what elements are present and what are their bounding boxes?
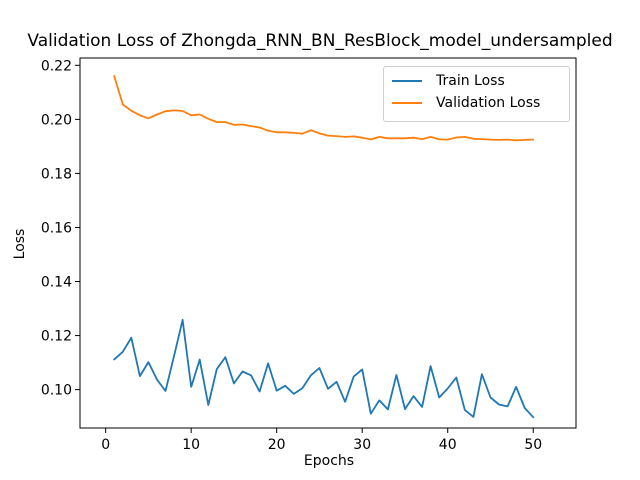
legend-label-train: Train Loss	[436, 73, 505, 89]
y-tick-label: 0.16	[41, 220, 72, 236]
x-tick-label: 50	[524, 437, 542, 453]
y-tick-label: 0.12	[41, 329, 72, 345]
y-tick-label: 0.18	[41, 166, 72, 182]
series-line-validation-loss	[113, 75, 535, 142]
y-axis-ticks: 0.10 0.12 0.14 0.16 0.18 0.20 0.22	[41, 58, 80, 399]
legend-item-validation-loss: Validation Loss	[392, 93, 540, 113]
y-axis-label: Loss	[12, 228, 28, 260]
title-container: Validation Loss of Zhongda_RNN_BN_ResBlo…	[0, 0, 640, 60]
legend-item-train-loss: Train Loss	[392, 71, 505, 91]
x-tick-label: 10	[182, 437, 200, 453]
y-tick-label: 0.10	[41, 383, 72, 399]
x-tick-label: 30	[353, 437, 371, 453]
y-tick-label: 0.14	[41, 275, 72, 291]
series-line-train-loss	[113, 318, 535, 419]
x-tick-label: 0	[101, 437, 110, 453]
x-tick-label: 40	[439, 437, 457, 453]
y-tick-label: 0.20	[41, 112, 72, 128]
chart-title: Validation Loss of Zhongda_RNN_BN_ResBlo…	[27, 31, 613, 51]
plot-area-frame	[79, 57, 577, 429]
y-tick-label: 0.22	[41, 58, 72, 74]
legend-swatch-train	[392, 80, 422, 82]
legend-label-validation: Validation Loss	[436, 95, 541, 111]
x-axis-label: Epochs	[303, 453, 355, 469]
series-layer	[113, 75, 535, 419]
x-tick-label: 20	[268, 437, 286, 453]
legend-swatch-validation	[392, 102, 422, 104]
x-axis-ticks: 0 10 20 30 40 50	[101, 428, 542, 453]
legend: Train Loss Validation Loss	[383, 66, 570, 122]
